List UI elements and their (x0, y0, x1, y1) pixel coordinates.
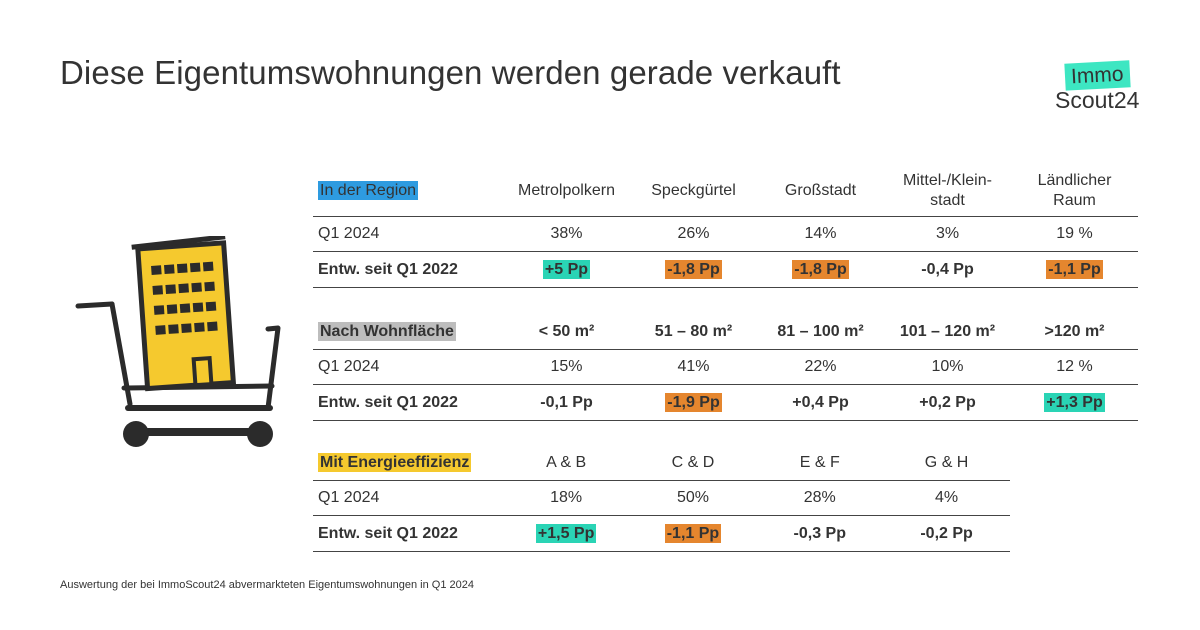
energy-change-value: -0,2 Pp (920, 524, 973, 542)
region-q1-value: 26% (677, 225, 710, 242)
energy-q1-label: Q1 2024 (318, 489, 380, 506)
energy-change-value: +1,5 Pp (535, 523, 597, 543)
region-table: In der Region Metrolpolkern Speckgürtel … (313, 165, 1138, 288)
energy-table: Mit Energieeffizienz A & B C & D E & F G… (313, 446, 1010, 552)
energy-change-row: Entw. seit Q1 2022 +1,5 Pp -1,1 Pp -0,3 … (313, 516, 1010, 552)
energy-q1-value: 50% (676, 489, 709, 506)
area-col-1: < 50 m² (538, 323, 595, 340)
region-change-value: +5 Pp (542, 259, 591, 279)
area-change-value: +0,4 Pp (792, 393, 849, 411)
region-change-value: -1,1 Pp (1046, 259, 1103, 279)
region-q1-value: 3% (935, 225, 960, 242)
area-change-label: Entw. seit Q1 2022 (318, 393, 458, 411)
region-change-row: Entw. seit Q1 2022 +5 Pp -1,8 Pp -1,8 Pp… (313, 252, 1138, 288)
energy-col-4: G & H (924, 454, 969, 471)
energy-change-cell: -1,1 Pp (630, 523, 757, 544)
energy-q1-value: 4% (935, 489, 959, 506)
immoscout24-logo: Immo Scout24 (1055, 60, 1145, 114)
region-col-2: Speckgürtel (651, 181, 736, 199)
area-q1-value: 12 % (1056, 358, 1093, 375)
area-change-cell: +0,2 Pp (884, 393, 1011, 413)
energy-col-3: E & F (799, 454, 840, 471)
cart-building-illustration (75, 234, 281, 447)
energy-q1-row: Q1 2024 18% 50% 28% 4% (313, 481, 1010, 516)
region-col-5: Ländlicher Raum (1037, 171, 1112, 209)
energy-change-cell: -0,2 Pp (883, 524, 1010, 544)
footnote: Auswertung der bei ImmoScout24 abvermark… (60, 579, 474, 591)
region-q1-label: Q1 2024 (318, 225, 380, 242)
energy-q1-value: 28% (803, 489, 836, 506)
area-change-cell: +0,4 Pp (757, 393, 884, 413)
region-change-value: -1,8 Pp (792, 259, 849, 279)
area-q1-value: 15% (550, 358, 583, 375)
area-change-cell: -1,9 Pp (630, 392, 757, 413)
region-col-3: Großstadt (784, 181, 857, 199)
energy-q1-value: 18% (550, 489, 583, 506)
energy-change-value: -0,3 Pp (793, 524, 846, 542)
logo-scout-text: Scout24 (1055, 87, 1140, 113)
area-col-5: >120 m² (1044, 323, 1105, 340)
energy-change-value: -1,1 Pp (664, 523, 722, 543)
area-col-2: 51 – 80 m² (654, 323, 733, 340)
region-change-cell: -1,1 Pp (1011, 259, 1138, 280)
area-q1-value: 10% (931, 358, 964, 375)
area-label: Nach Wohnfläche (318, 322, 456, 341)
region-label-cell: In der Region (313, 180, 503, 200)
region-q1-value: 14% (804, 225, 837, 242)
area-change-cell: -0,1 Pp (503, 393, 630, 413)
region-change-cell: -0,4 Pp (884, 260, 1011, 280)
region-change-label: Entw. seit Q1 2022 (318, 260, 458, 278)
area-change-cell: +1,3 Pp (1011, 392, 1138, 413)
shopping-cart-with-building-icon (72, 234, 292, 460)
area-table: Nach Wohnfläche < 50 m² 51 – 80 m² 81 – … (313, 315, 1138, 421)
region-label: In der Region (318, 180, 419, 200)
energy-col-2: C & D (671, 454, 715, 471)
area-change-value: +1,3 Pp (1044, 392, 1105, 412)
region-col-4: Mittel-/Klein- stadt (903, 171, 992, 209)
region-header-row: In der Region Metrolpolkern Speckgürtel … (313, 165, 1138, 217)
energy-change-cell: -0,3 Pp (756, 524, 883, 544)
area-q1-value: 41% (677, 358, 710, 375)
region-change-cell: -1,8 Pp (757, 259, 884, 280)
area-col-3: 81 – 100 m² (777, 323, 864, 340)
area-col-4: 101 – 120 m² (899, 323, 996, 340)
region-change-cell: -1,8 Pp (630, 259, 757, 280)
region-q1-value: 19 % (1056, 225, 1093, 242)
area-change-value: +0,2 Pp (919, 393, 976, 411)
energy-label-cell: Mit Energieeffizienz (313, 453, 503, 472)
region-q1-value: 38% (550, 225, 583, 242)
area-header-row: Nach Wohnfläche < 50 m² 51 – 80 m² 81 – … (313, 315, 1138, 350)
area-q1-label: Q1 2024 (318, 358, 380, 375)
energy-change-cell: +1,5 Pp (503, 523, 630, 544)
region-col-1: Metrolpolkern (518, 181, 615, 199)
region-change-cell: +5 Pp (503, 259, 630, 280)
region-change-value: -0,4 Pp (921, 260, 974, 278)
energy-col-1: A & B (546, 454, 587, 471)
energy-label: Mit Energieeffizienz (318, 453, 472, 472)
area-q1-value: 22% (804, 358, 837, 375)
page-title: Diese Eigentumswohnungen werden gerade v… (60, 54, 841, 91)
region-q1-row: Q1 2024 38% 26% 14% 3% 19 % (313, 217, 1138, 252)
area-change-value: -0,1 Pp (540, 393, 593, 411)
energy-change-label: Entw. seit Q1 2022 (318, 524, 458, 542)
energy-header-row: Mit Energieeffizienz A & B C & D E & F G… (313, 446, 1010, 481)
area-label-cell: Nach Wohnfläche (313, 322, 503, 341)
area-change-row: Entw. seit Q1 2022 -0,1 Pp -1,9 Pp +0,4 … (313, 385, 1138, 421)
area-change-value: -1,9 Pp (665, 392, 722, 412)
area-q1-row: Q1 2024 15% 41% 22% 10% 12 % (313, 350, 1138, 385)
region-change-value: -1,8 Pp (665, 259, 722, 279)
